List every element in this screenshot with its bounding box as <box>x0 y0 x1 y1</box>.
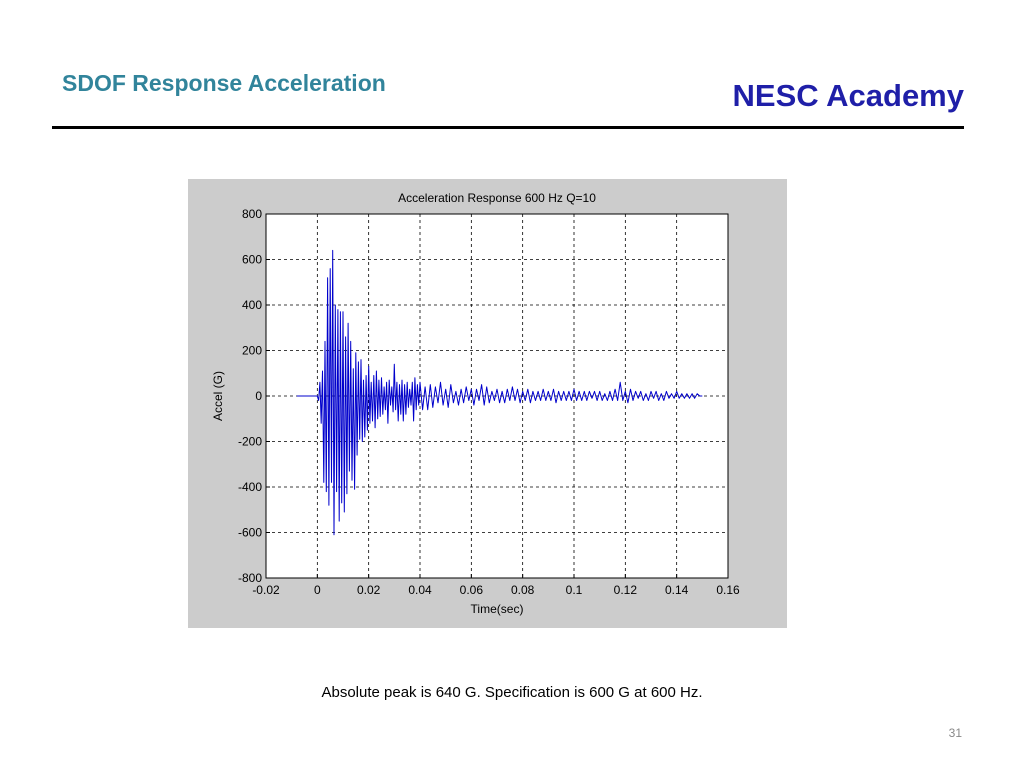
y-tick-label: 400 <box>242 298 262 312</box>
x-tick-label: 0.06 <box>460 583 484 597</box>
y-tick-label: 600 <box>242 253 262 267</box>
x-tick-label: 0 <box>314 583 321 597</box>
grid-lines <box>266 214 728 578</box>
x-tick-label: 0.12 <box>614 583 638 597</box>
brand-logo-text: NESC Academy <box>732 78 964 113</box>
y-tick-label: 0 <box>255 389 262 403</box>
x-tick-label: 0.04 <box>408 583 432 597</box>
series-line <box>296 249 703 536</box>
x-tick-label: 0.16 <box>716 583 740 597</box>
slide-caption: Absolute peak is 640 G. Specification is… <box>321 684 703 701</box>
y-tick-label: -600 <box>238 526 262 540</box>
y-tick-label: -800 <box>238 571 262 585</box>
x-tick-label: 0.02 <box>357 583 381 597</box>
chart-title: Acceleration Response 600 Hz Q=10 <box>398 191 596 205</box>
chart-figure: -0.02 0 0.02 0.04 0.06 0.08 0.1 0.12 0.14 0.16 80… <box>188 179 787 628</box>
page-number: 31 <box>948 726 962 740</box>
x-tick-label: 0.1 <box>566 583 583 597</box>
y-tick-label: -200 <box>238 435 262 449</box>
x-tick-label: 0.08 <box>511 583 535 597</box>
y-axis-title: Accel (G) <box>211 371 225 421</box>
y-tick-label: 800 <box>242 207 262 221</box>
x-tick-label: -0.02 <box>252 583 280 597</box>
x-tick-label: 0.14 <box>665 583 689 597</box>
slide-title: SDOF Response Acceleration <box>62 70 386 96</box>
header-rule <box>52 126 964 129</box>
chart-svg: -0.02 0 0.02 0.04 0.06 0.08 0.1 0.12 0.14 0.16 80… <box>211 191 740 616</box>
y-tick-label: 200 <box>242 344 262 358</box>
y-ticks: 800 600 400 200 0 -200 -400 -600 -800 <box>238 207 270 585</box>
y-tick-label: -400 <box>238 480 262 494</box>
x-axis-title: Time(sec) <box>471 602 524 616</box>
x-ticks: -0.02 0 0.02 0.04 0.06 0.08 0.1 0.12 0.14 0.16 <box>252 574 740 597</box>
series-group <box>296 249 703 536</box>
